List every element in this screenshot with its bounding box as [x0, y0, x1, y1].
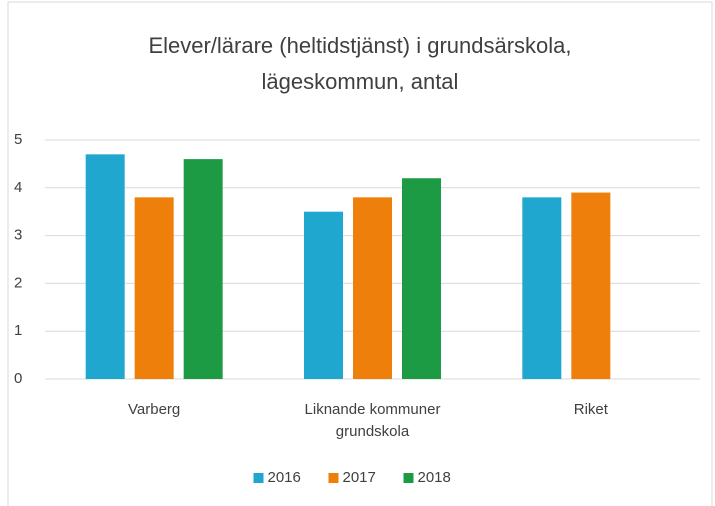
x-tick-label: Riket	[573, 401, 608, 418]
y-tick-label: 1	[14, 322, 22, 339]
bar	[85, 154, 125, 379]
bar	[571, 192, 611, 379]
y-tick-label: 3	[14, 227, 22, 244]
chart-title: lägeskommun, antal	[262, 69, 459, 94]
legend-swatch	[328, 473, 339, 483]
bar	[183, 159, 223, 379]
legend-swatch	[253, 473, 264, 483]
chart-title: Elever/lärare (heltidstjänst) i grundsär…	[148, 33, 571, 58]
x-tick-label: Varberg	[128, 401, 181, 418]
bar	[134, 197, 174, 379]
legend-label: 2016	[268, 469, 301, 486]
chart-frame	[7, 1, 713, 506]
legend-label: 2017	[343, 469, 376, 486]
y-tick-label: 5	[14, 131, 22, 148]
y-tick-label: 0	[14, 370, 22, 387]
y-tick-label: 2	[14, 274, 22, 291]
bar	[522, 197, 562, 379]
legend-swatch	[403, 473, 414, 483]
x-tick-label: Liknande kommuner grundskola	[304, 401, 441, 440]
bar	[304, 211, 343, 379]
legend-label: 2018	[418, 469, 451, 486]
bar	[402, 178, 441, 379]
y-tick-label: 4	[14, 179, 22, 196]
bar	[353, 197, 392, 379]
